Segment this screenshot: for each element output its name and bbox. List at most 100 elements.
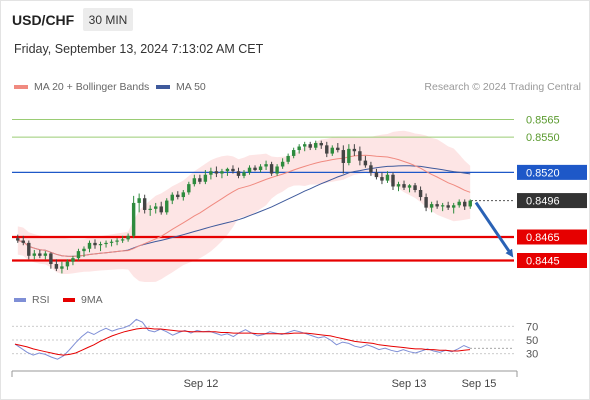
legend-ma20: MA 20 + Bollinger Bands: [14, 81, 149, 93]
level-tag-support: [517, 229, 587, 245]
candle: [187, 181, 191, 195]
bollinger-bands: [17, 130, 471, 282]
candle: [104, 240, 108, 248]
candle-body: [27, 242, 31, 256]
candle: [413, 182, 417, 193]
candle: [396, 181, 401, 192]
candle-body: [242, 172, 246, 176]
candle: [236, 167, 241, 179]
candles: [16, 140, 472, 274]
candle-body: [231, 168, 235, 172]
candle-body: [280, 161, 285, 167]
candle: [192, 174, 197, 187]
candle-body: [104, 242, 108, 245]
rsi-swatch: [14, 298, 26, 302]
candle: [32, 249, 37, 260]
candle-body: [413, 185, 417, 190]
level-tag-support: [517, 253, 587, 268]
candle: [231, 165, 235, 174]
candle: [264, 160, 268, 171]
candle-body: [341, 150, 346, 163]
x-tick-label: Sep 15: [462, 378, 497, 390]
candle: [27, 240, 31, 260]
candle: [258, 164, 263, 173]
candle: [214, 166, 219, 178]
candle-body: [330, 147, 334, 154]
candle: [38, 249, 42, 259]
ma20-swatch: [14, 85, 28, 89]
candle-body: [16, 238, 20, 241]
candle: [286, 153, 290, 165]
candle: [43, 251, 48, 260]
candle: [159, 201, 163, 215]
candle-body: [463, 201, 467, 207]
candle: [165, 198, 169, 215]
candle: [71, 255, 75, 266]
level-tag-pivot: [517, 164, 587, 180]
candle-body: [358, 151, 362, 161]
candle: [142, 194, 147, 214]
candle: [336, 143, 340, 153]
candle: [209, 167, 213, 180]
candle-body: [214, 171, 219, 174]
candle: [49, 252, 53, 269]
candle-body: [446, 205, 450, 208]
candle-body: [187, 184, 191, 193]
candle: [291, 147, 296, 159]
candle-body: [451, 205, 456, 208]
candle-body: [297, 146, 301, 151]
candle-body: [302, 144, 307, 147]
candle: [418, 186, 423, 201]
legend-ma50-label: MA 50: [176, 81, 206, 93]
timeframe-button[interactable]: 30 MIN: [83, 8, 133, 31]
x-tick-label: Sep 13: [392, 378, 427, 390]
rsi-ma-line: [14, 327, 471, 356]
candle: [280, 158, 285, 169]
candle: [457, 199, 461, 208]
candle: [21, 235, 25, 246]
candle-body: [429, 204, 434, 208]
candle-body: [154, 206, 158, 209]
candle-body: [380, 177, 384, 181]
candle: [170, 192, 174, 205]
candle-body: [98, 244, 103, 246]
candle-body: [148, 208, 152, 210]
candle: [109, 239, 114, 247]
candle-body: [247, 167, 252, 173]
candle-body: [325, 145, 329, 154]
candle-body: [347, 148, 351, 163]
level-label-support: 0.8445: [526, 256, 560, 268]
candle: [463, 199, 467, 210]
candle-body: [38, 253, 42, 256]
candle: [176, 191, 180, 200]
candle-body: [49, 253, 53, 265]
candle-body: [258, 166, 263, 171]
candle: [407, 184, 412, 193]
candle: [203, 170, 208, 185]
candle-body: [82, 248, 86, 252]
level-label-resistance: 0.8565: [526, 115, 560, 127]
candle: [60, 261, 64, 274]
candle-body: [369, 165, 373, 173]
candle: [65, 259, 70, 270]
candle-body: [115, 240, 119, 242]
candle: [154, 202, 158, 214]
candle-body: [396, 184, 401, 187]
candle: [358, 146, 362, 166]
level-labels: 0.8565 0.8550 0.8520 0.8496 0.8465 0.8445: [517, 115, 587, 268]
candle-body: [275, 166, 279, 174]
rsi-ma-swatch: [63, 298, 75, 302]
candle-body: [71, 258, 75, 262]
candle: [54, 259, 59, 272]
candle-body: [165, 200, 169, 213]
candle: [198, 174, 202, 185]
legend-rsi-ma-label: 9MA: [81, 294, 103, 306]
candle: [451, 202, 456, 214]
candle-body: [87, 242, 92, 249]
candle-body: [76, 251, 81, 259]
candle: [341, 145, 346, 174]
candle-body: [142, 198, 147, 210]
legend-ma20-label: MA 20 + Bollinger Bands: [34, 81, 150, 93]
candle-body: [225, 168, 230, 172]
